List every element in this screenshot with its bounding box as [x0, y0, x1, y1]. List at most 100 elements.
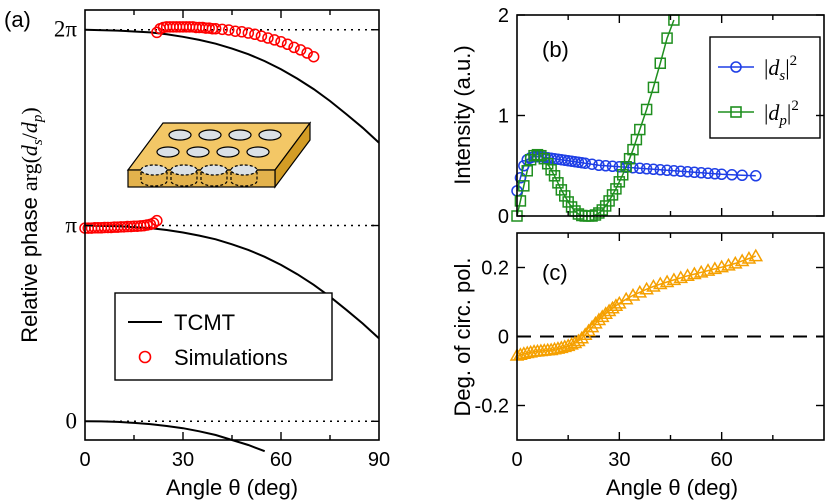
polarization-point	[625, 287, 641, 301]
y-tick-label: -0.2	[475, 396, 509, 418]
simulation-point	[147, 217, 160, 229]
ticks-a: 0 30 60 90 0 π 2π	[54, 10, 390, 471]
intensity-point	[514, 172, 527, 184]
intensity-point	[654, 57, 667, 69]
intensity-point	[541, 157, 554, 170]
legend-simulations-marker	[138, 350, 152, 364]
polarization-point	[632, 284, 648, 298]
legend-a-box	[114, 292, 333, 381]
legend-simulations-label: Simulations	[174, 345, 288, 370]
intensity-point	[702, 167, 714, 180]
intensity-point	[640, 163, 653, 175]
intensity-point	[681, 166, 694, 178]
panel-a: TCMT Simulations 0 30 60 90 0 π 2π Angle θ (de…	[17, 9, 390, 500]
polarization-point	[618, 291, 634, 305]
simulation-point	[294, 44, 307, 56]
legend-a: TCMT Simulations	[114, 292, 333, 381]
x-tick-label: 60	[270, 449, 292, 471]
polarization-point	[608, 298, 624, 312]
polarization-point	[571, 333, 586, 347]
legend-dp-marker	[730, 106, 742, 118]
intensity-point	[535, 149, 547, 162]
simulation-point	[216, 23, 228, 36]
polarization-point	[577, 327, 593, 341]
intensity-point	[593, 207, 605, 219]
y-tick-label: 0	[66, 408, 78, 433]
intensity-point	[654, 164, 667, 176]
intensity-point	[579, 157, 591, 169]
intensity-point	[593, 159, 605, 171]
simulation-point	[268, 34, 281, 46]
intensity-point	[613, 161, 626, 173]
polarization-line	[516, 255, 757, 357]
simulation-point	[255, 30, 268, 42]
intensity-point	[606, 160, 619, 173]
intensity-point	[616, 169, 629, 181]
y-tick-label: π	[65, 213, 77, 238]
polarization-point	[564, 336, 579, 350]
intensity-point	[521, 165, 533, 177]
simulation-point	[288, 41, 300, 54]
intensity-point	[586, 158, 598, 170]
intensity-point	[552, 177, 564, 189]
intensity-point	[596, 204, 609, 216]
intensity-point	[750, 170, 762, 182]
intensity-point	[531, 148, 544, 161]
intensity-point	[661, 32, 673, 44]
x-tick-label: 0	[79, 449, 90, 471]
simulation-point	[281, 38, 294, 51]
polarization-point	[581, 323, 596, 337]
y-tick-label: 2	[498, 5, 509, 27]
polarization-point	[574, 330, 590, 344]
simulation-point	[242, 27, 255, 39]
tcmt-curves	[84, 28, 380, 453]
panel-c: 0 30 60 -0.2 0 0.2 Angle θ (deg) Deg. of circ…	[450, 232, 825, 500]
intensity-point	[647, 81, 660, 94]
phase-reference-lines	[85, 28, 379, 423]
intensity-point	[647, 163, 660, 176]
x-tick-label: 0	[511, 449, 522, 471]
polarization-curve	[516, 255, 757, 357]
legend-ds-marker	[730, 61, 742, 73]
simulation-point	[249, 28, 261, 41]
intensity-point	[599, 160, 612, 172]
x-tick-label: 30	[172, 449, 194, 471]
y-tick-label: 2π	[54, 17, 78, 42]
ticks-b: 0 1 2	[498, 5, 824, 228]
simulation-point	[307, 50, 320, 63]
intensity-point	[634, 162, 646, 175]
intensity-point	[661, 164, 673, 177]
legend-b-box	[709, 36, 821, 139]
intensity-point	[668, 165, 680, 177]
simulation-point	[209, 22, 222, 35]
tcmt-branch	[84, 224, 380, 340]
simulation-point	[229, 25, 242, 37]
simulation-point	[222, 24, 235, 36]
polarization-point	[584, 319, 600, 333]
y-axis-label-a: Relative phase arg(ds/dp)	[17, 107, 46, 342]
y-tick-label: 0	[498, 327, 509, 349]
slab-inset	[126, 121, 312, 189]
intensity-point	[603, 195, 615, 207]
y-tick-label: 0	[498, 206, 509, 228]
intensity-point	[688, 166, 701, 179]
simulation-point	[262, 32, 274, 44]
intensity-point	[623, 152, 636, 165]
panel-label-b: (b)	[542, 37, 569, 62]
panel-label-a: (a)	[4, 7, 31, 32]
y-axis-label-c: Deg. of circ. pol.	[450, 258, 475, 417]
x-axis-label-c: Angle θ (deg)	[606, 475, 738, 500]
intensity-point	[514, 195, 527, 207]
intensity-point	[674, 165, 687, 178]
intensity-point	[695, 167, 707, 179]
polarization-point	[588, 315, 603, 329]
intensity-point	[555, 184, 568, 196]
intensity-point	[548, 170, 561, 182]
intensity-point	[565, 201, 578, 213]
y-tick-label: 1	[498, 106, 509, 128]
x-tick-label: 60	[711, 449, 733, 471]
legend-dp-label: |dp|2	[764, 98, 799, 129]
panel-b: |ds|2 |dp|2 0 1 2 Intensity (a.u.)	[450, 5, 825, 228]
tcmt-branch	[84, 420, 266, 453]
